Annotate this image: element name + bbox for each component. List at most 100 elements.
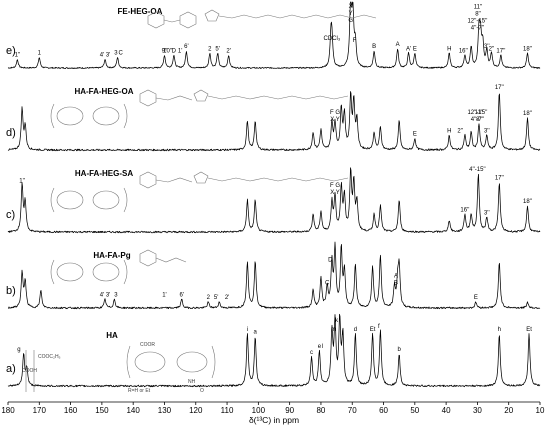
peak-label: 2 (208, 46, 212, 52)
structure-text-nh: NH (188, 379, 196, 385)
peak-label: X (349, 4, 353, 10)
sample-label-2: HA-FA-HEG-OA (74, 87, 133, 96)
structure-c (50, 171, 349, 213)
peak-label: a (254, 330, 258, 336)
peak-label: 17'' (495, 176, 504, 182)
peak-label: 3'' (484, 44, 490, 50)
peak-label: 5' (215, 46, 219, 52)
peak-label: 2'' (457, 129, 463, 135)
peak-label: e (318, 344, 322, 350)
peak-label: 4''-7'' (471, 117, 484, 123)
peak-label: F (353, 38, 357, 44)
peak-label: Et (370, 327, 376, 333)
peak-label: 8'' (476, 117, 482, 123)
peak-label: 4''-15'' (469, 167, 486, 173)
peak-label: 16'' (460, 208, 469, 214)
peak-label: 3 (114, 51, 118, 57)
spectra-traces (7, 1, 541, 388)
structure-e (147, 9, 377, 29)
x-tick-label: 10 (536, 406, 545, 415)
x-tick-label: 180 (1, 406, 15, 415)
structure-text-cooh: COOH (22, 368, 37, 374)
sample-label-3: HA-FA-HEG-SA (75, 169, 133, 178)
x-tick-label: 110 (221, 406, 234, 415)
sample-label-4: HA-FA-Pg (93, 251, 130, 260)
peak-label: 1' (178, 48, 182, 54)
peak-label: C (118, 51, 123, 57)
peak-label: C (325, 281, 330, 287)
peak-label: 3'' (484, 211, 490, 217)
peak-label: b (398, 347, 402, 353)
spectrum-trace-3 (7, 167, 541, 234)
peak-label: 6' (179, 292, 183, 298)
peak-label: 12''-15'' (467, 18, 487, 24)
peak-label: F G (330, 110, 340, 116)
peak-label: h (498, 327, 501, 333)
peak-label: D (172, 48, 177, 54)
x-tick-label: 20 (504, 406, 513, 415)
peak-label: 11'' (474, 4, 483, 10)
peak-label: 1'' (19, 179, 25, 185)
peak-label: 17'' (495, 85, 504, 91)
peak-label: j (341, 330, 343, 336)
peak-label: g (17, 347, 20, 353)
structure-text-coor: COOR (140, 342, 155, 348)
peak-label: 12''-15'' (467, 110, 487, 116)
x-tick-label: 70 (348, 406, 357, 415)
x-axis-title: δ(¹³C) in ppm (249, 415, 299, 425)
peak-label: E (474, 295, 478, 301)
peak-label: m (331, 327, 336, 333)
peak-label: 8'' (475, 11, 481, 17)
structure-a: COOC₂H₅ COOH COOR NH O R=H or Et (22, 342, 216, 394)
panel-label-3: c) (6, 209, 15, 221)
peak-label: 18'' (523, 199, 532, 205)
x-tick-label: 100 (252, 406, 266, 415)
peak-label: l (322, 344, 323, 350)
peak-label: 4' 3' (100, 292, 111, 298)
peak-label: 10'' (163, 48, 172, 54)
structure-text-cooet: COOC₂H₅ (38, 354, 61, 360)
peak-label: 11'' (475, 110, 484, 116)
peak-label: E (413, 46, 417, 52)
peak-label: 18'' (523, 111, 532, 117)
peak-label: A (394, 274, 398, 280)
panel-label-5: a) (6, 363, 16, 375)
peak-label: CDCl₃ (324, 36, 341, 42)
panel-label-1: e) (6, 45, 16, 57)
spectrum-trace-5 (7, 313, 541, 388)
peak-label: 1'' (15, 53, 21, 59)
spectrum-trace-4 (7, 241, 541, 310)
peak-label: 1' (162, 292, 166, 298)
sample-labels: FE-HEG-OA HA-FA-HEG-OA HA-FA-HEG-SA HA-FA-P… (74, 7, 162, 340)
peak-label: D (328, 258, 333, 264)
structure-d (50, 89, 349, 129)
x-tick-label: 170 (33, 406, 47, 415)
peak-label: H (447, 46, 451, 52)
peak-label: X Y (330, 190, 340, 196)
peak-label: X Y (330, 117, 340, 123)
spectrum-trace-1 (7, 1, 541, 69)
x-tick-label: 140 (126, 406, 140, 415)
x-tick-label: 160 (64, 406, 78, 415)
sample-label-1: FE-HEG-OA (118, 7, 163, 16)
peak-label: Et (526, 327, 532, 333)
x-tick-label: 80 (316, 406, 325, 415)
x-tick-label: 30 (473, 406, 482, 415)
peak-label: 4' 3' (100, 53, 111, 59)
peak-label: 2' (225, 295, 229, 301)
peak-label: 17'' (496, 48, 505, 54)
x-tick-label: 120 (189, 406, 203, 415)
sample-label-5: HA (106, 331, 118, 340)
peak-label: Y (349, 11, 353, 17)
peak-label: B (372, 44, 376, 50)
panel-label-4: b) (6, 285, 16, 297)
peak-label: G (348, 18, 353, 24)
peak-label: 18'' (523, 46, 532, 52)
peak-label: 2' (226, 48, 230, 54)
peak-label: F G (330, 183, 340, 189)
peak-label: 4''-7'' (471, 25, 484, 31)
x-tick-label: 50 (410, 406, 419, 415)
peak-label: f (378, 324, 380, 330)
